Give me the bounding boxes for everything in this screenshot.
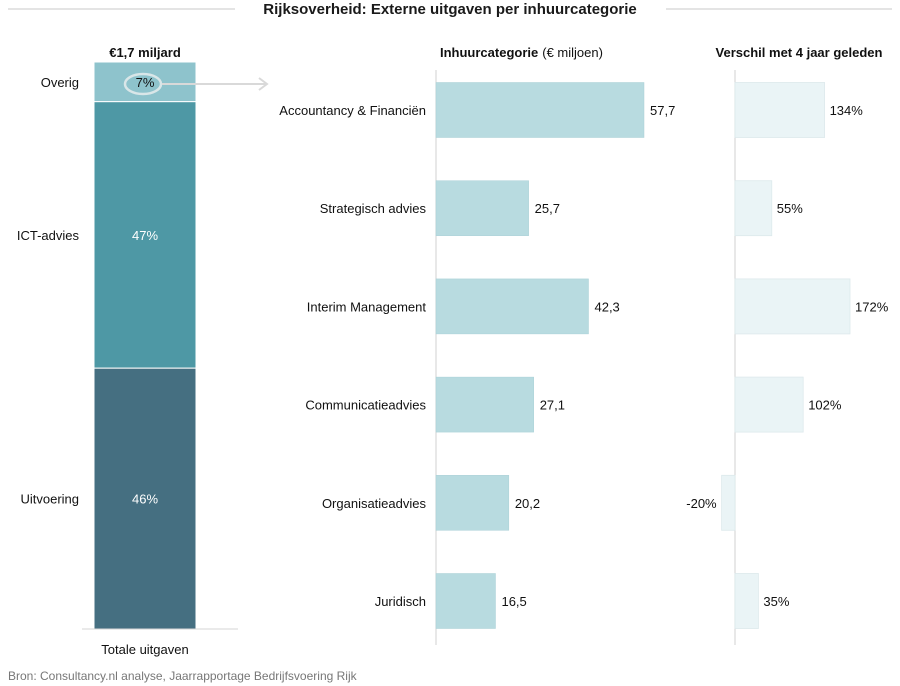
stack-segment-label-uitvoering: Uitvoering — [20, 492, 79, 507]
category-value-organisatieadvies: 20,2 — [515, 496, 540, 511]
change-value-organisatieadvies: -20% — [686, 496, 717, 511]
category-bar-strategisch-advies — [435, 180, 529, 236]
change-value-juridisch: 35% — [763, 594, 789, 609]
category-label-organisatieadvies: Organisatieadvies — [322, 496, 427, 511]
change-bar-organisatieadvies — [721, 474, 736, 531]
category-value-communicatieadvies: 27,1 — [540, 398, 565, 413]
category-value-interim-management: 42,3 — [594, 299, 619, 314]
stack-segment-value-ict-advies: 47% — [132, 228, 158, 243]
change-bar-communicatieadvies — [734, 376, 804, 433]
source-note: Bron: Consultancy.nl analyse, Jaarrappor… — [8, 669, 358, 683]
category-panel-title-unit: (€ miljoen) — [542, 45, 603, 60]
category-panel-title: Inhuurcategorie (€ miljoen) — [440, 45, 603, 60]
change-bar-interim-management — [734, 278, 851, 335]
stack-segment-label-overig: Overig — [41, 75, 79, 90]
change-value-communicatieadvies: 102% — [808, 398, 842, 413]
category-bar-accountancy-financien — [435, 82, 645, 138]
stack-segment-ict-advies — [93, 101, 197, 369]
category-value-accountancy-financien: 57,7 — [650, 103, 675, 118]
change-value-accountancy-financien: 134% — [830, 103, 864, 118]
category-bar-communicatieadvies — [435, 376, 534, 433]
stack-total-title: €1,7 miljard — [109, 45, 181, 60]
change-bars: 134% 55% 172% 102% -20% 35% — [686, 82, 889, 629]
change-value-strategisch-advies: 55% — [777, 201, 803, 216]
stack-segment-value-overig: 7% — [136, 75, 155, 90]
stack-segment-value-uitvoering: 46% — [132, 492, 158, 507]
change-bar-accountancy-financien — [734, 82, 825, 138]
change-panel-title: Verschil met 4 jaar geleden — [716, 45, 883, 60]
category-value-strategisch-advies: 25,7 — [535, 201, 560, 216]
category-label-communicatieadvies: Communicatieadvies — [305, 398, 426, 413]
category-label-juridisch: Juridisch — [375, 594, 426, 609]
stack-segment-uitvoering — [93, 367, 197, 630]
overig-arrow-head — [258, 77, 269, 91]
stack-segment-label-ict-advies: ICT-advies — [17, 228, 80, 243]
category-bar-interim-management — [435, 278, 589, 335]
category-panel-title-main: Inhuurcategorie — [440, 45, 538, 60]
category-value-juridisch: 16,5 — [501, 594, 526, 609]
chart-title: Rijksoverheid: Externe uitgaven per inhu… — [263, 1, 636, 18]
category-label-interim-management: Interim Management — [307, 299, 427, 314]
category-bar-juridisch — [435, 573, 496, 629]
category-bar-organisatieadvies — [435, 475, 510, 531]
category-bars: Accountancy & Financiën 57,7 Strategisch a… — [279, 82, 675, 629]
change-value-interim-management: 172% — [855, 299, 889, 314]
category-label-accountancy-financien: Accountancy & Financiën — [279, 103, 426, 118]
overig-highlight-ring — [123, 72, 163, 96]
change-bar-strategisch-advies — [734, 180, 773, 237]
stacked-bar: Overig 7% ICT-advies 47% Uitvoering 46% — [17, 61, 197, 630]
category-label-strategisch-advies: Strategisch advies — [320, 201, 427, 216]
stack-x-label: Totale uitgaven — [101, 642, 188, 657]
change-bar-juridisch — [734, 573, 759, 629]
